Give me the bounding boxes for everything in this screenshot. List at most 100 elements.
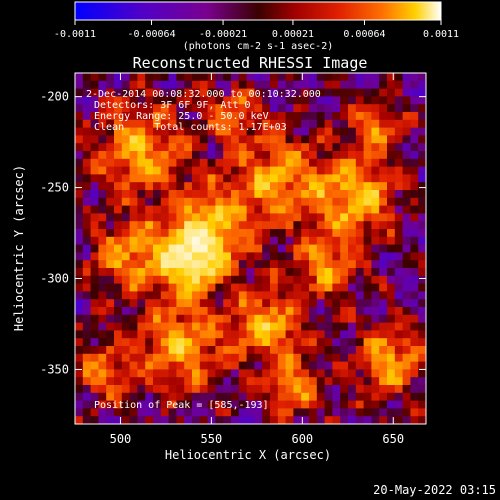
- heatmap-cell: [270, 346, 279, 355]
- heatmap-cell: [363, 307, 372, 316]
- heatmap-cell: [418, 307, 426, 316]
- heatmap-cell: [114, 369, 123, 378]
- heatmap-cell: [348, 369, 357, 378]
- heatmap-cell: [262, 213, 271, 222]
- heatmap-cell: [137, 369, 146, 378]
- heatmap-cell: [90, 205, 99, 214]
- heatmap-cell: [332, 182, 341, 191]
- heatmap-cell: [246, 369, 255, 378]
- heatmap-cell: [410, 338, 419, 347]
- heatmap-cell: [309, 346, 318, 355]
- heatmap-cell: [231, 166, 240, 175]
- heatmap-cell: [324, 369, 333, 378]
- heatmap-cell: [254, 213, 263, 222]
- heatmap-cell: [410, 135, 419, 144]
- heatmap-cell: [301, 385, 310, 394]
- heatmap-cell: [90, 190, 99, 199]
- heatmap-cell: [254, 408, 263, 417]
- heatmap-cell: [410, 236, 419, 245]
- heatmap-cell: [207, 377, 216, 386]
- heatmap-cell: [371, 104, 380, 113]
- heatmap-cell: [121, 330, 130, 339]
- heatmap-cell: [254, 229, 263, 238]
- heatmap-cell: [410, 112, 419, 121]
- heatmap-cell: [114, 252, 123, 261]
- heatmap-cell: [145, 151, 154, 160]
- heatmap-cell: [129, 299, 138, 308]
- heatmap-cell: [309, 385, 318, 394]
- heatmap-cell: [215, 174, 224, 183]
- heatmap-cell: [114, 283, 123, 292]
- heatmap-cell: [168, 112, 177, 121]
- heatmap-cell: [137, 377, 146, 386]
- heatmap-cell: [410, 229, 419, 238]
- heatmap-cell: [75, 291, 84, 300]
- heatmap-cell: [316, 385, 325, 394]
- heatmap-cell: [262, 377, 271, 386]
- heatmap-cell: [238, 119, 247, 128]
- heatmap-cell: [121, 80, 130, 89]
- heatmap-cell: [246, 353, 255, 362]
- heatmap-cell: [82, 166, 91, 175]
- heatmap-cell: [231, 385, 240, 394]
- heatmap-cell: [371, 400, 380, 409]
- heatmap-cell: [129, 236, 138, 245]
- heatmap-cell: [98, 260, 107, 269]
- heatmap-cell: [207, 221, 216, 230]
- heatmap-cell: [246, 73, 255, 82]
- heatmap-cell: [199, 392, 208, 401]
- heatmap-cell: [153, 268, 162, 277]
- heatmap-cell: [153, 330, 162, 339]
- heatmap-cell: [114, 260, 123, 269]
- heatmap-cell: [402, 143, 411, 152]
- heatmap-cell: [324, 361, 333, 370]
- heatmap-cell: [316, 299, 325, 308]
- heatmap-cell: [285, 88, 294, 97]
- heatmap-cell: [231, 182, 240, 191]
- heatmap-cell: [215, 96, 224, 105]
- heatmap-cell: [82, 96, 91, 105]
- heatmap-cell: [348, 392, 357, 401]
- heatmap-cell: [394, 252, 403, 261]
- heatmap-cell: [348, 330, 357, 339]
- heatmap-cell: [192, 158, 201, 167]
- heatmap-cell: [129, 88, 138, 97]
- heatmap-cell: [145, 408, 154, 417]
- heatmap-cell: [371, 268, 380, 277]
- heatmap-cell: [153, 182, 162, 191]
- heatmap-cell: [301, 307, 310, 316]
- heatmap-cell: [238, 104, 247, 113]
- heatmap-cell: [168, 369, 177, 378]
- heatmap-cell: [348, 314, 357, 323]
- heatmap-cell: [231, 221, 240, 230]
- heatmap-cell: [121, 88, 130, 97]
- heatmap-cell: [137, 353, 146, 362]
- heatmap-cell: [316, 244, 325, 253]
- heatmap-cell: [82, 408, 91, 417]
- heatmap-cell: [348, 158, 357, 167]
- heatmap-cell: [340, 291, 349, 300]
- heatmap-cell: [340, 346, 349, 355]
- heatmap-cell: [215, 112, 224, 121]
- heatmap-cell: [215, 353, 224, 362]
- heatmap-cell: [114, 307, 123, 316]
- heatmap-cell: [114, 221, 123, 230]
- heatmap-cell: [129, 112, 138, 121]
- heatmap-cell: [410, 244, 419, 253]
- heatmap-cell: [270, 104, 279, 113]
- heatmap-cell: [223, 229, 232, 238]
- heatmap-cell: [231, 229, 240, 238]
- heatmap-cell: [199, 369, 208, 378]
- heatmap-cell: [316, 322, 325, 331]
- heatmap-cell: [254, 268, 263, 277]
- heatmap-cell: [246, 252, 255, 261]
- heatmap-cell: [106, 338, 115, 347]
- heatmap-cell: [355, 307, 364, 316]
- heatmap-cell: [293, 104, 302, 113]
- heatmap-cell: [270, 275, 279, 284]
- heatmap-cell: [262, 80, 271, 89]
- heatmap-cell: [410, 190, 419, 199]
- heatmap-cell: [238, 361, 247, 370]
- heatmap-cell: [106, 291, 115, 300]
- heatmap-cell: [114, 143, 123, 152]
